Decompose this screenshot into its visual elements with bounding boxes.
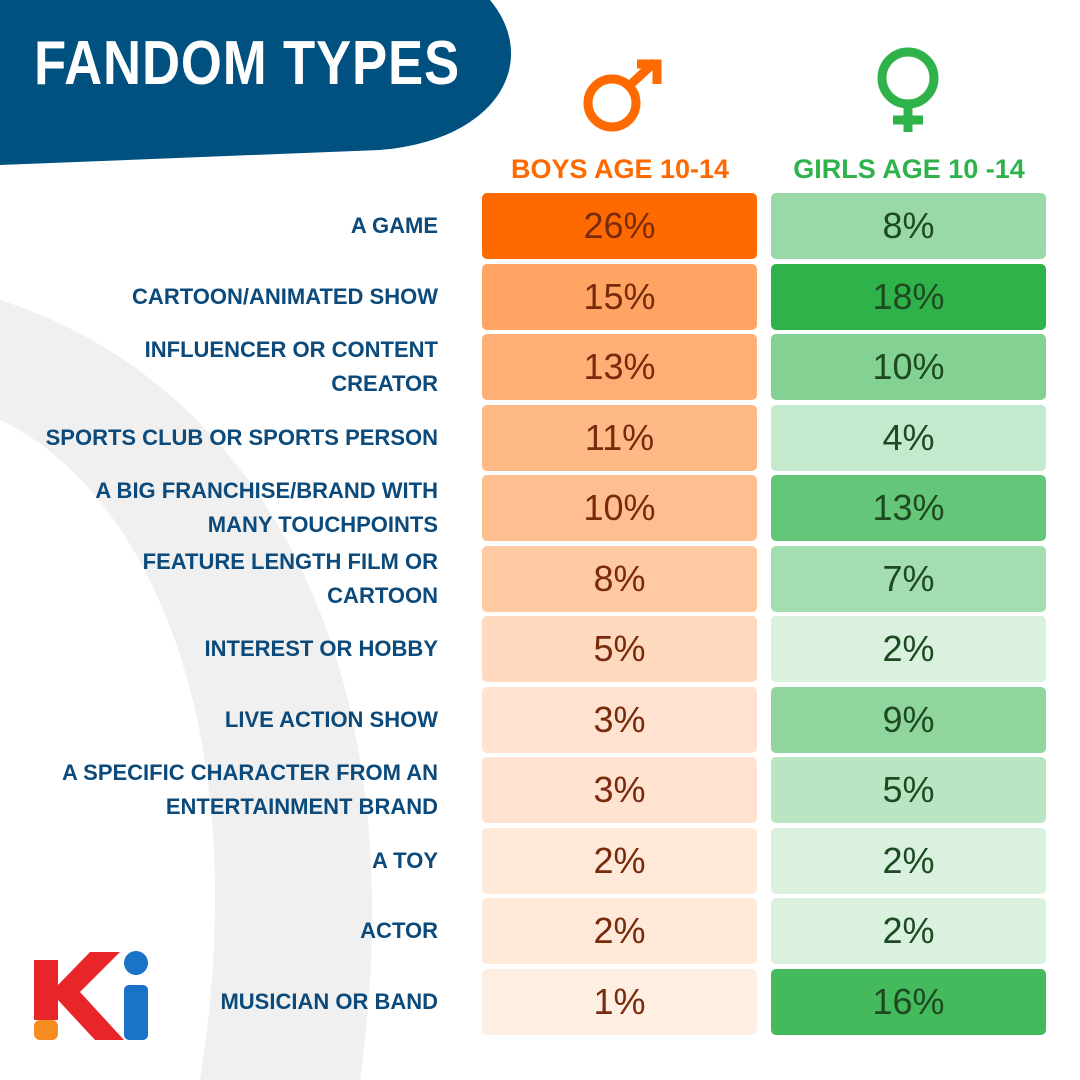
- heat-cell: 1%: [482, 968, 757, 1035]
- heat-cell: 8%: [482, 545, 757, 612]
- heat-cell: 13%: [482, 334, 757, 400]
- heat-cell: 5%: [482, 616, 757, 682]
- title: FANDOM TYPES: [34, 29, 460, 98]
- heat-cell: 16%: [771, 968, 1046, 1035]
- heat-cell: 26%: [482, 193, 757, 259]
- row-label-text: A SPECIFIC CHARACTER FROM AN ENTERTAINME…: [61, 760, 438, 819]
- row-label: FEATURE LENGTH FILM OR CARTOON: [40, 546, 438, 612]
- cell-label: 18%: [872, 275, 945, 317]
- cell-label: 2%: [882, 910, 935, 951]
- cell-label: 26%: [583, 205, 656, 246]
- heat-cell: 3%: [482, 757, 757, 823]
- cell-label: 11%: [584, 416, 655, 458]
- row-label-text: LIVE ACTION SHOW: [224, 706, 438, 732]
- male-symbol: [583, 58, 662, 132]
- cell-label: 15%: [583, 275, 656, 317]
- cell-label: 7%: [882, 557, 935, 599]
- cell-label: 13%: [583, 346, 656, 387]
- heat-cell: 2%: [771, 827, 1046, 894]
- heat-cell: 18%: [771, 263, 1046, 330]
- row-label-text: INFLUENCER OR CONTENT CREATOR: [144, 337, 438, 396]
- heat-cell: 2%: [771, 616, 1046, 682]
- heat-cell: 9%: [771, 686, 1046, 753]
- cell-label: 4%: [882, 416, 935, 458]
- row-label: MUSICIAN OR BAND: [40, 969, 438, 1035]
- heat-cell: 7%: [771, 545, 1046, 612]
- row-label-text: A GAME: [350, 213, 438, 238]
- female-symbol: [877, 47, 939, 132]
- cell-label: 9%: [882, 698, 935, 740]
- row-label: ACTOR: [40, 898, 438, 964]
- heat-cell: 5%: [771, 757, 1046, 823]
- column-header: BOYS AGE 10-14: [510, 154, 730, 184]
- row-label-text: INTEREST OR HOBBY: [204, 636, 438, 661]
- cell-label: 2%: [593, 839, 646, 881]
- row-label: INTEREST OR HOBBY: [40, 616, 438, 682]
- row-label-text: CARTOON/ANIMATED SHOW: [132, 283, 438, 309]
- heat-cell: 11%: [482, 404, 757, 471]
- cell-label: 10%: [872, 346, 945, 387]
- row-label: SPORTS CLUB OR SPORTS PERSON: [40, 405, 438, 471]
- column-header: GIRLS AGE 10 -14: [793, 154, 1025, 184]
- row-label: INFLUENCER OR CONTENT CREATOR: [40, 334, 438, 400]
- row-label: A GAME: [40, 193, 438, 259]
- heat-cell: 10%: [771, 334, 1046, 400]
- row-label: A TOY: [40, 828, 438, 894]
- cell-label: 8%: [593, 557, 646, 599]
- row-label-text: MUSICIAN OR BAND: [220, 988, 438, 1014]
- row-label-text: A BIG FRANCHISE/BRAND WITH MANY TOUCHPOI…: [95, 478, 438, 537]
- row-label-text: A TOY: [371, 847, 438, 873]
- heat-cell: 2%: [771, 898, 1046, 964]
- row-label: A BIG FRANCHISE/BRAND WITH MANY TOUCHPOI…: [40, 475, 438, 541]
- heat-cell: 2%: [482, 827, 757, 894]
- swoosh: [0, 300, 373, 1080]
- cell-label: 2%: [882, 839, 935, 881]
- heat-cell: 15%: [482, 263, 757, 330]
- cell-label: 3%: [593, 769, 646, 810]
- cell-label: 1%: [593, 980, 646, 1022]
- heat-cell: 10%: [482, 475, 757, 541]
- heat-cell: 8%: [771, 193, 1046, 259]
- heat-cell: 13%: [771, 475, 1046, 541]
- cell-label: 2%: [882, 628, 935, 669]
- cell-label: 16%: [872, 980, 945, 1022]
- row-label: LIVE ACTION SHOW: [40, 687, 438, 753]
- heat-cell: 4%: [771, 404, 1046, 471]
- cell-label: 8%: [882, 205, 935, 246]
- cell-label: 5%: [882, 769, 935, 810]
- cell-label: 5%: [593, 628, 646, 669]
- title-banner: [0, 0, 512, 165]
- cell-label: 13%: [872, 487, 945, 528]
- cell-label: 3%: [593, 698, 646, 740]
- row-label-text: ACTOR: [360, 918, 438, 943]
- row-label: CARTOON/ANIMATED SHOW: [40, 264, 438, 330]
- row-label: A SPECIFIC CHARACTER FROM AN ENTERTAINME…: [40, 757, 438, 823]
- row-label-text: FEATURE LENGTH FILM OR CARTOON: [142, 548, 438, 608]
- cell-label: 10%: [583, 487, 656, 528]
- heat-cell: 2%: [482, 898, 757, 964]
- row-label-text: SPORTS CLUB OR SPORTS PERSON: [45, 424, 438, 450]
- cell-label: 2%: [593, 910, 646, 951]
- logo: [34, 951, 148, 1040]
- heat-cell: 3%: [482, 686, 757, 753]
